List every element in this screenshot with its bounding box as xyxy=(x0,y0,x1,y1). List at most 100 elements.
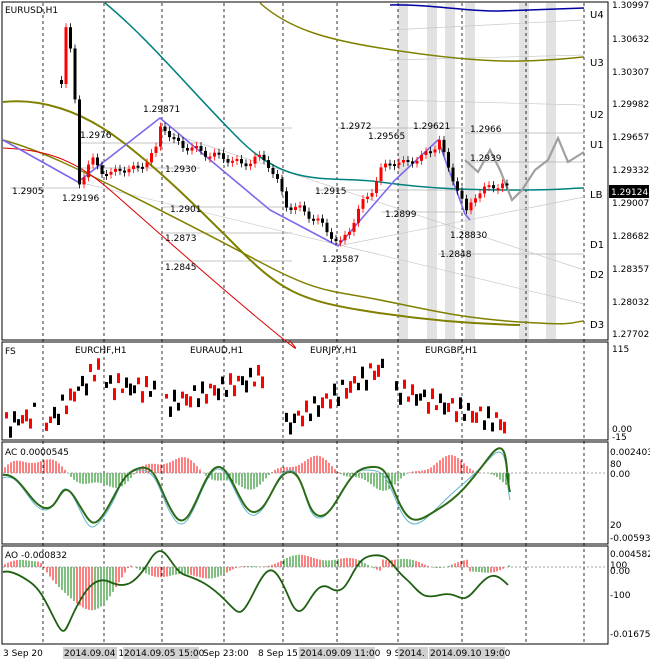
ao-axis-tick: -100 xyxy=(610,591,631,601)
candle-body xyxy=(249,163,252,167)
candle-body xyxy=(271,167,275,175)
red-ma xyxy=(2,147,297,349)
fx-bar xyxy=(49,416,52,423)
price-tick: 1.29982 xyxy=(612,100,649,110)
candle-body xyxy=(262,154,266,161)
candle-body xyxy=(388,163,392,166)
ac-axis-tick: -0.005937 xyxy=(610,534,650,544)
candle-body xyxy=(384,163,387,168)
fx-bar xyxy=(185,394,188,406)
candle-body xyxy=(123,170,126,173)
price-tick: 1.29332 xyxy=(612,166,649,176)
fx-bar xyxy=(447,402,450,412)
fx-panel[interactable] xyxy=(1,341,609,441)
candle-body xyxy=(60,80,63,84)
price-label: 1.2899 xyxy=(385,210,417,220)
candle-body xyxy=(267,160,270,168)
time-tick: 2014. xyxy=(399,649,425,659)
fx-bar xyxy=(411,384,414,396)
level-tag-d3: D3 xyxy=(590,320,604,331)
fx-bar xyxy=(201,381,204,394)
fx-bar xyxy=(297,410,300,416)
fx-bar xyxy=(443,402,446,415)
price-tick: 1.29007 xyxy=(612,199,649,209)
level-tag-u4: U4 xyxy=(590,10,604,21)
candle-body xyxy=(64,27,68,84)
candle-body xyxy=(415,160,419,164)
ao-axis-tick: 0.00 xyxy=(610,567,630,577)
fx-bar xyxy=(21,415,24,424)
fx-bar xyxy=(349,381,352,393)
upper-navy-band xyxy=(389,4,585,12)
fx-bar xyxy=(65,405,68,415)
candle-body xyxy=(159,126,162,147)
fx-bar xyxy=(475,412,478,423)
time-tick: Sep 23:00 xyxy=(203,649,249,659)
candle-body xyxy=(199,146,203,151)
fx-bar xyxy=(237,375,240,382)
candle-body xyxy=(231,160,234,163)
fx-bar xyxy=(289,422,292,435)
olive-mid xyxy=(2,100,521,326)
candle-body xyxy=(96,157,99,166)
candle-body xyxy=(424,151,428,155)
ao-axis-tick: -0.016756 xyxy=(610,630,650,640)
fx-bar xyxy=(89,364,92,373)
candle-body xyxy=(330,232,333,239)
price-label: 1.2845 xyxy=(165,263,197,273)
fx-bar xyxy=(427,402,430,414)
candle-body xyxy=(154,146,158,153)
candle-body xyxy=(280,178,284,192)
fx-bar xyxy=(197,398,200,408)
candle-body xyxy=(172,137,176,140)
main-title: EURUSD,H1 xyxy=(5,6,58,16)
ao-title: AO -0.000832 xyxy=(5,551,67,561)
fx-bar xyxy=(337,396,340,407)
current-price-box xyxy=(609,185,649,198)
fx-bar xyxy=(455,411,458,423)
ac-histogram xyxy=(4,455,510,491)
price-label: 1.2930 xyxy=(165,165,197,175)
candle-body xyxy=(253,156,257,164)
time-tick: 2014.09.09 11:00 xyxy=(300,649,381,659)
fx-bar xyxy=(169,406,172,417)
fx-bar xyxy=(325,393,328,399)
time-tick: 2014.09.05 15:00 xyxy=(124,649,205,659)
candle-body xyxy=(177,137,180,141)
fx-bar xyxy=(53,406,56,419)
fx-bar xyxy=(141,391,144,403)
fx-bar xyxy=(439,393,442,404)
candle-body xyxy=(204,150,207,157)
candle-body xyxy=(469,202,473,211)
price-label: 1.2848 xyxy=(440,250,472,260)
fx-bar xyxy=(399,392,402,405)
candle-body xyxy=(411,161,414,164)
ac-signal-line xyxy=(2,451,511,528)
candle-body xyxy=(298,205,302,208)
ac-axis-tick: 0.002403 xyxy=(610,448,650,458)
fx-bar xyxy=(491,422,494,432)
candle-body xyxy=(69,27,72,49)
fx-bar xyxy=(483,420,486,430)
fx-bar xyxy=(431,388,434,400)
candle-body xyxy=(132,165,135,170)
fx-bar xyxy=(61,394,64,401)
fx-bar xyxy=(229,373,232,385)
candle-body xyxy=(361,199,365,209)
fx-axis-tick: -15 xyxy=(612,433,627,443)
fx-bar xyxy=(249,367,252,378)
candle-body xyxy=(460,190,464,199)
candle-body xyxy=(474,198,477,203)
candle-body xyxy=(343,234,347,241)
fx-symbol-eurjpy: EURJPY,H1 xyxy=(310,346,357,356)
fx-bar xyxy=(17,419,20,426)
candle-body xyxy=(334,238,338,242)
ac-axis-tick: 80 xyxy=(610,460,622,470)
fx-bar xyxy=(149,391,152,397)
ao-axis-tick: 0.004582 xyxy=(610,550,650,560)
fx-bar xyxy=(395,381,398,391)
candle-body xyxy=(402,160,405,163)
fx-bar xyxy=(321,397,324,409)
current-price-label: 1.29124 xyxy=(611,188,648,198)
